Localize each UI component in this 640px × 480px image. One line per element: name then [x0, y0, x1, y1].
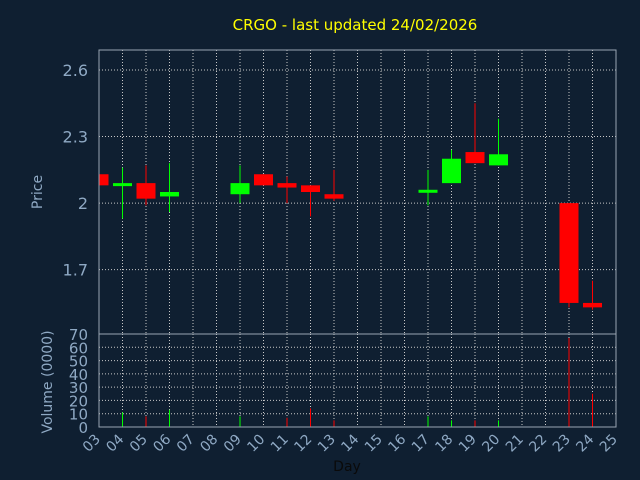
- candle-body: [418, 189, 438, 193]
- volume-grid: [99, 334, 616, 427]
- price-tick-label: 2: [78, 194, 88, 213]
- candle-body: [324, 194, 344, 199]
- candle-body: [254, 174, 273, 186]
- candle: [559, 203, 579, 308]
- candle: [277, 176, 297, 204]
- candle-body: [442, 158, 461, 184]
- candle: [113, 167, 132, 219]
- price-tick-label: 2.6: [63, 61, 88, 80]
- x-axis: 03 04 05 06 07 08 09 10 11 12 13 14 15 16 17 18 19 20 21 22…: [80, 431, 621, 455]
- candle: [489, 118, 508, 166]
- candle: [583, 280, 602, 310]
- candle-body: [489, 154, 508, 166]
- candle: [324, 169, 344, 201]
- price-tick-label: 2.3: [63, 128, 88, 147]
- volume-tick-label: 40: [69, 366, 88, 384]
- candle: [442, 149, 461, 184]
- price-tick-label: 1.7: [63, 261, 88, 280]
- volume-bars: [122, 337, 593, 427]
- candle: [230, 165, 250, 204]
- volume-axis-label: Volume (0000): [40, 330, 56, 433]
- candle-body: [230, 183, 250, 195]
- candle: [465, 103, 485, 164]
- candle: [98, 174, 109, 186]
- candle-body: [301, 185, 320, 192]
- candle-body: [465, 152, 485, 164]
- candle-body: [559, 203, 579, 303]
- candle: [301, 185, 320, 217]
- candle-body: [583, 302, 602, 308]
- candle-body: [277, 183, 297, 188]
- candle-body: [160, 192, 179, 197]
- price-axis: 1.7 2 2.3 2.6: [63, 61, 88, 280]
- volume-tick-label: 10: [69, 406, 88, 424]
- candle-body: [113, 183, 132, 187]
- candle: [254, 174, 273, 186]
- volume-plot-frame: [98, 333, 617, 428]
- candle: [136, 165, 156, 206]
- candles: [98, 103, 602, 310]
- volume-tick-label: 0: [78, 419, 88, 437]
- volume-tick-label: 30: [69, 379, 88, 397]
- volume-tick-label: 70: [69, 326, 88, 344]
- candle: [418, 169, 438, 206]
- candle-body: [136, 183, 156, 199]
- volume-tick-label: 20: [69, 392, 88, 410]
- volume-tick-label: 50: [69, 353, 88, 371]
- candle: [160, 163, 179, 212]
- x-axis-label: Day: [333, 459, 361, 475]
- price-axis-label: Price: [30, 175, 46, 209]
- volume-tick-label: 60: [69, 339, 88, 357]
- chart-title: CRGO - last updated 24/02/2026: [233, 16, 478, 34]
- candle-body: [99, 174, 109, 186]
